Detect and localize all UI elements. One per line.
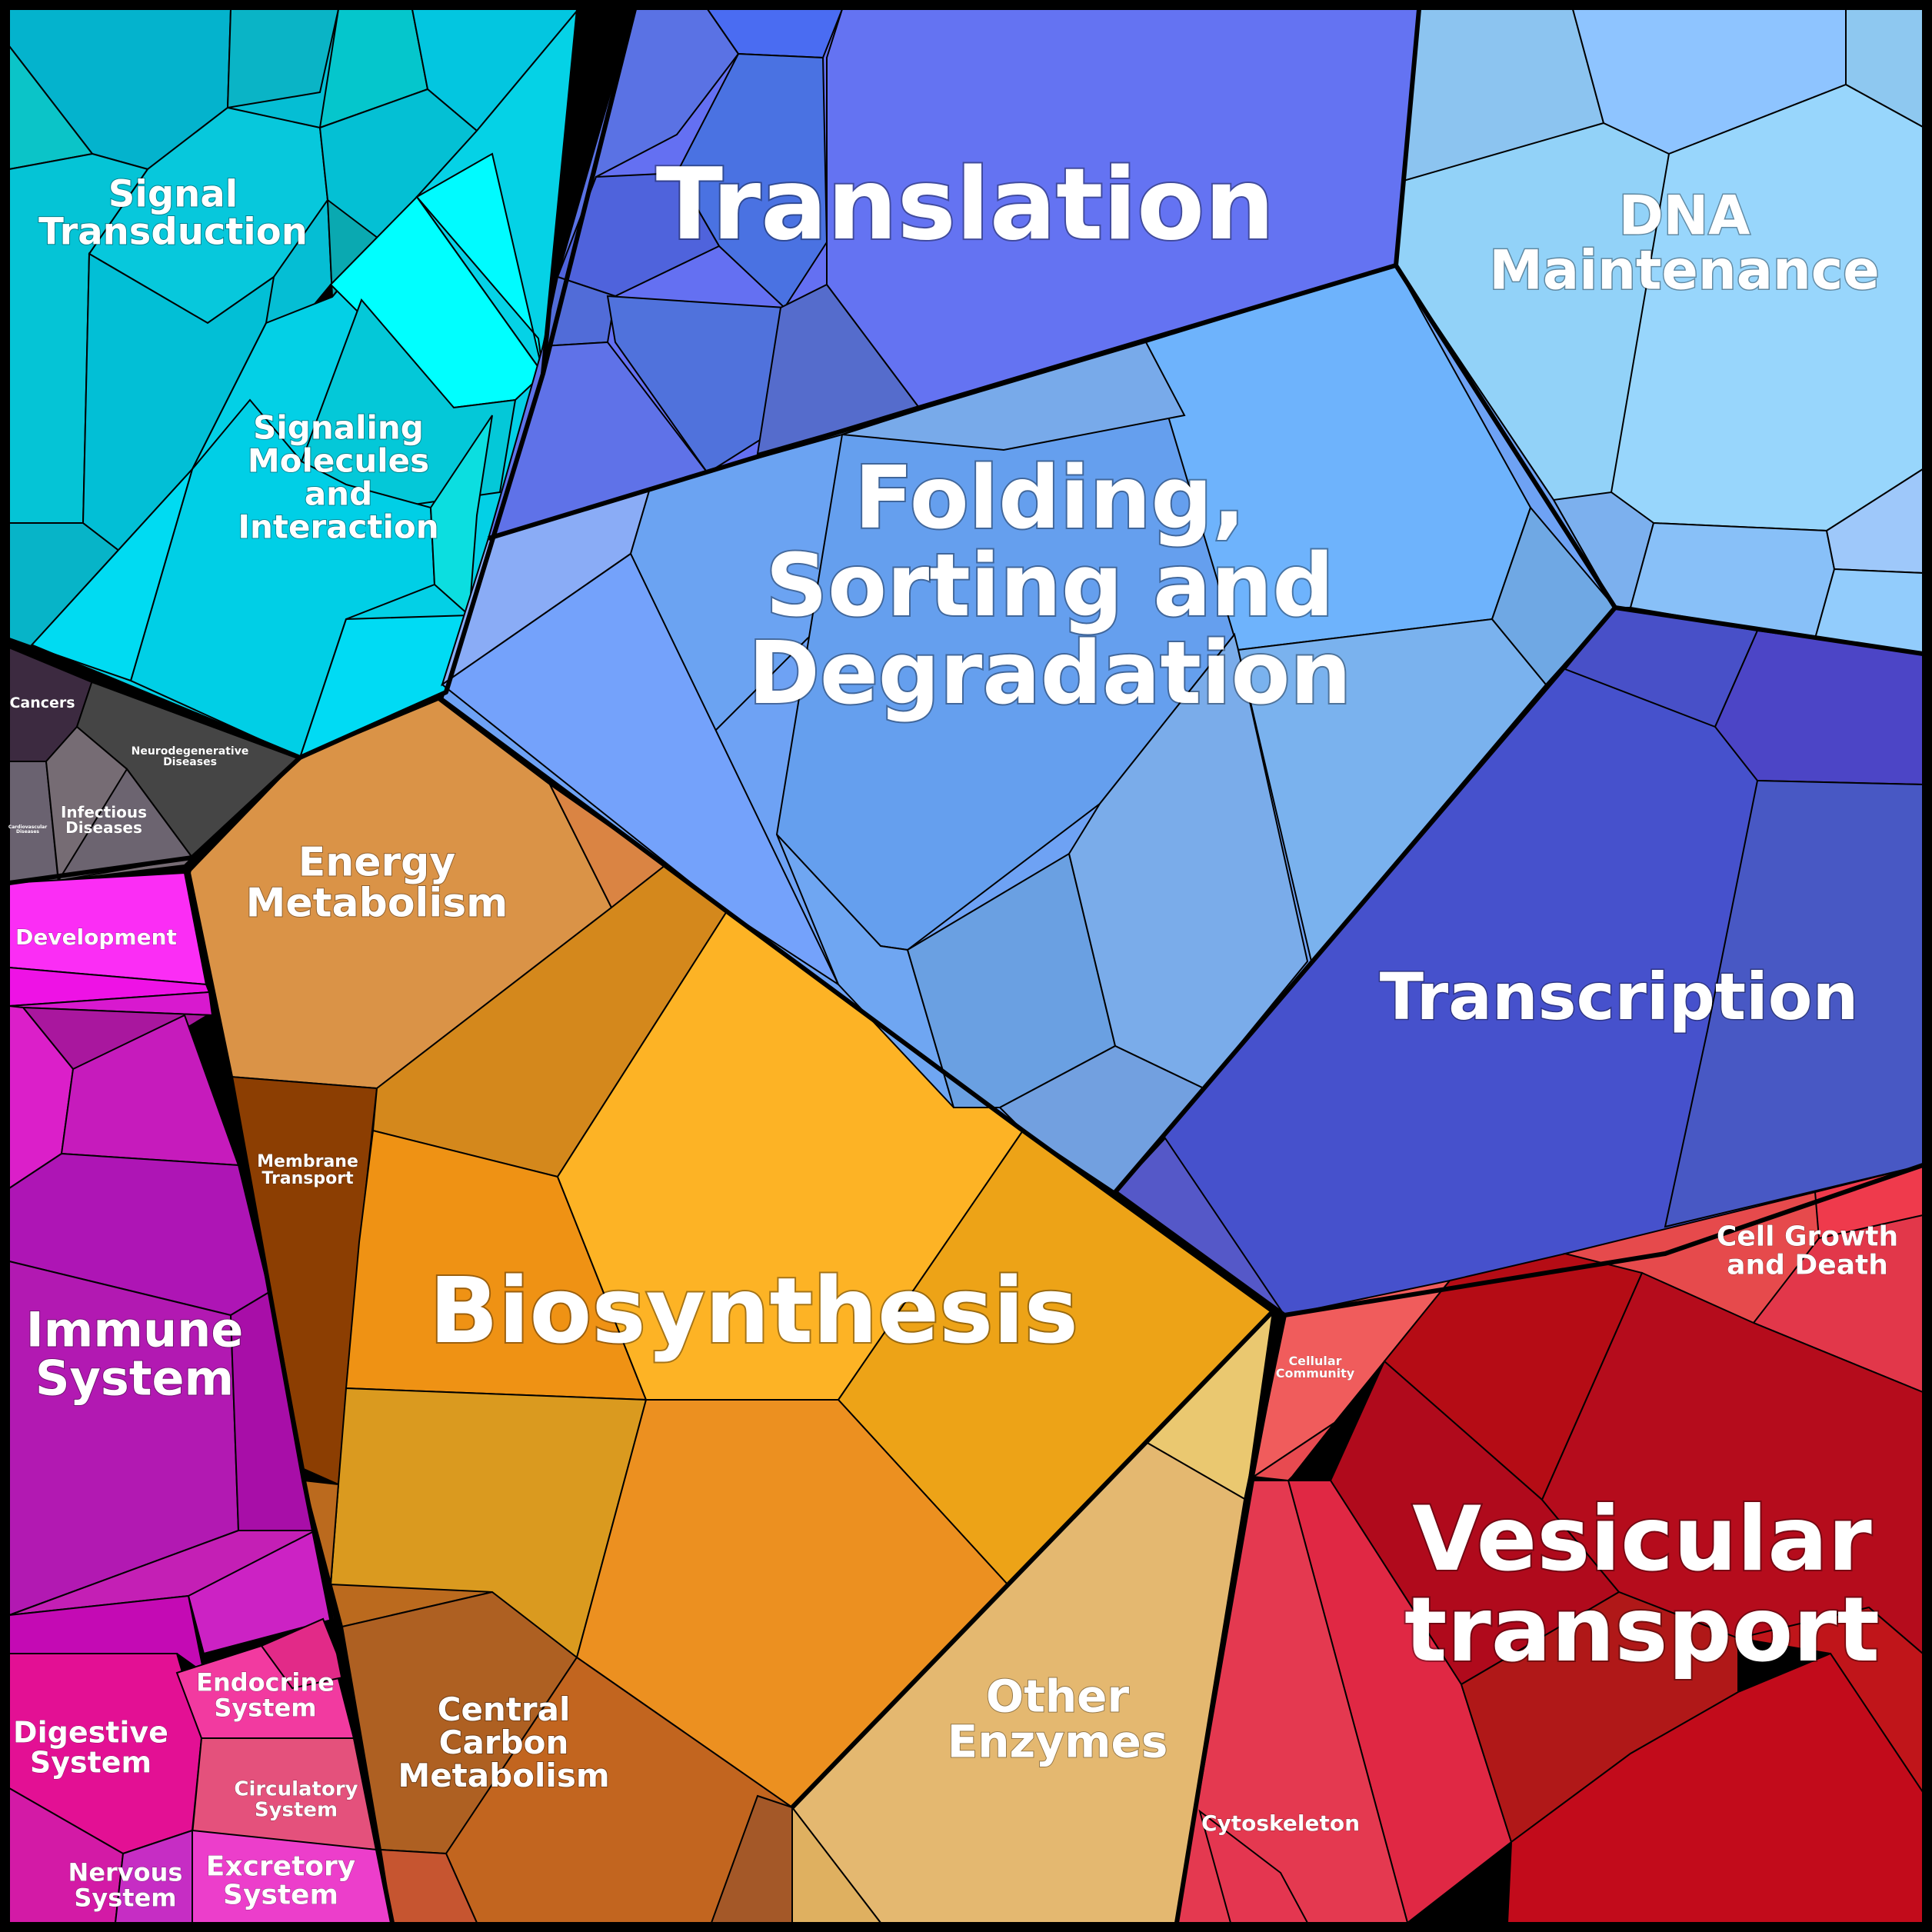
label-development: Development (15, 924, 177, 950)
label-cardiovascular: Cardiovascular Diseases (8, 824, 47, 834)
label-line: Community (1276, 1366, 1355, 1381)
label-line: Molecules (248, 442, 429, 480)
label-line: Interaction (238, 508, 438, 545)
label-signal: Signal Transduction (38, 173, 308, 254)
label-neurodegenerative: Neurodegenerative Diseases (132, 745, 249, 768)
label-line: Neurodegenerative (132, 745, 249, 758)
region-diseases[interactable] (8, 645, 301, 884)
label-line: Signaling (253, 409, 424, 447)
label-line: Infectious (61, 803, 147, 821)
label-line: and (305, 475, 372, 512)
label-vesicular: Vesicular transport (1404, 1487, 1880, 1682)
label-excretory: Excretory System (206, 1851, 355, 1911)
label-folding: Folding, Sorting and Degradation (748, 448, 1351, 724)
label-line: Immune (26, 1301, 244, 1357)
label-line: and Death (1727, 1249, 1888, 1281)
label-line: System (214, 1693, 316, 1722)
label-line: Other (986, 1670, 1130, 1722)
label-line: Cancers (9, 695, 75, 711)
label-line: Cytoskeleton (1201, 1810, 1360, 1836)
label-line: Cellular (1288, 1354, 1341, 1368)
label-line: System (30, 1745, 152, 1779)
label-line: Metabolism (246, 881, 508, 927)
label-endocrine: Endocrine System (196, 1668, 335, 1723)
region-transcription[interactable] (1114, 606, 1924, 1317)
region-cellular-processes[interactable] (1175, 1164, 1924, 1924)
label-line: Energy (298, 840, 456, 886)
region-signaling-molecules[interactable] (29, 152, 545, 759)
label-line: Nervous (68, 1858, 183, 1887)
label-other-enzymes: Other Enzymes (948, 1670, 1168, 1767)
label-line: Sorting and (765, 536, 1334, 636)
region-metabolism[interactable] (187, 698, 1274, 1924)
label-line: Carbon (439, 1724, 569, 1761)
label-nervous: Nervous System (68, 1858, 183, 1913)
label-line: Maintenance (1489, 239, 1880, 302)
label-central-carbon: Central Carbon Metabolism (398, 1690, 609, 1794)
label-line: Central (438, 1690, 571, 1728)
label-immune: Immune System (26, 1301, 244, 1406)
label-cancers: Cancers (9, 695, 75, 711)
label-signaling-molecules: Signaling Molecules and Interaction (238, 409, 438, 546)
label-line: Transport (261, 1169, 354, 1188)
label-line: Digestive (13, 1716, 168, 1750)
label-line: transport (1404, 1578, 1880, 1682)
region-labels: Translation DNA Maintenance Folding, Sorti… (8, 146, 1899, 1913)
label-line: Development (15, 924, 177, 950)
label-line: Excretory (206, 1851, 355, 1883)
label-line: Transduction (38, 211, 308, 254)
region-immune-development[interactable] (8, 871, 394, 1924)
label-cytoskeleton: Cytoskeleton (1201, 1810, 1360, 1836)
label-line: Vesicular (1412, 1487, 1872, 1591)
label-cellular-community: Cellular Community (1276, 1354, 1355, 1381)
label-line: Cardiovascular (8, 824, 47, 830)
label-line: Signal (108, 173, 238, 216)
label-line: System (223, 1879, 338, 1910)
region-dna-maintenance[interactable] (1394, 8, 1924, 655)
label-line: Metabolism (398, 1757, 609, 1794)
label-line: Endocrine (196, 1668, 335, 1697)
label-biosynthesis: Biosynthesis (429, 1257, 1078, 1364)
label-line: Diseases (163, 756, 217, 768)
label-line: Degradation (748, 624, 1351, 724)
label-cell-growth: Cell Growth and Death (1717, 1221, 1898, 1281)
label-line: System (35, 1351, 234, 1407)
label-line: Membrane (257, 1152, 358, 1171)
label-line: System (74, 1883, 176, 1912)
label-line: DNA (1619, 184, 1750, 247)
label-translation: Translation (656, 148, 1274, 262)
label-circulatory: Circulatory System (234, 1778, 358, 1822)
label-line: Circulatory (234, 1778, 358, 1801)
label-digestive: Digestive System (13, 1716, 168, 1780)
region-folding[interactable] (441, 264, 1617, 1194)
label-membrane: Membrane Transport (257, 1152, 358, 1188)
label-dna-maintenance: DNA Maintenance (1489, 184, 1880, 301)
label-line: Folding, (854, 448, 1245, 548)
label-line: Biosynthesis (429, 1257, 1078, 1364)
label-line: Cell Growth (1717, 1221, 1898, 1253)
label-line: Transcription (1380, 959, 1859, 1034)
label-infectious: Infectious Diseases (61, 803, 147, 837)
label-line: Diseases (16, 829, 39, 834)
label-transcription: Transcription (1380, 959, 1859, 1034)
label-line: Translation (656, 148, 1274, 262)
label-line: System (255, 1798, 338, 1821)
label-line: Diseases (65, 818, 142, 837)
label-line: Enzymes (948, 1716, 1168, 1768)
label-energy: Energy Metabolism (246, 840, 508, 927)
